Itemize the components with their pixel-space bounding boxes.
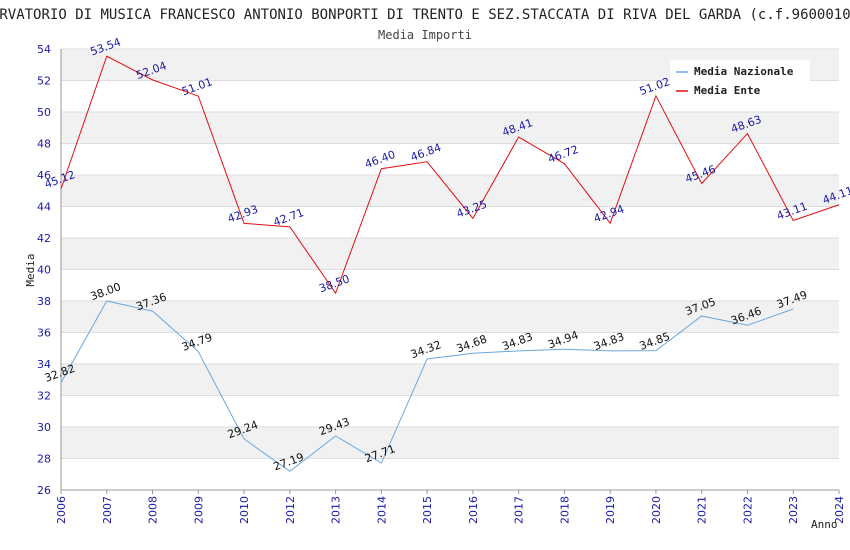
axes bbox=[60, 49, 840, 494]
y-tick-label-50: 50 bbox=[37, 106, 51, 119]
x-tick-label-2023: 2023 bbox=[787, 496, 800, 524]
x-tick-label-2009: 2009 bbox=[192, 496, 205, 524]
data-label-media-nazionale-2017: 34.83 bbox=[500, 330, 534, 353]
x-tick-label-2016: 2016 bbox=[467, 496, 480, 524]
x-tick-label-2018: 2018 bbox=[558, 496, 571, 524]
x-tick-labels: 2006 2007 2008 2009 2010 2012 2013 2014 2015 2016… bbox=[55, 496, 846, 524]
data-label-media-nazionale-2019: 34.83 bbox=[592, 330, 626, 353]
x-tick-label-2019: 2019 bbox=[604, 496, 617, 524]
grid-band-36 bbox=[61, 301, 839, 333]
y-tick-label-36: 36 bbox=[37, 327, 51, 340]
y-tick-label-30: 30 bbox=[37, 421, 51, 434]
y-axis-label: Media bbox=[24, 253, 37, 286]
y-tick-label-28: 28 bbox=[37, 453, 51, 466]
x-tick-label-2010: 2010 bbox=[238, 496, 251, 524]
x-tick-label-2007: 2007 bbox=[101, 496, 114, 524]
legend-box bbox=[670, 60, 810, 100]
x-axis-label: Anno bbox=[811, 518, 838, 531]
series-line-media-ente bbox=[60, 55, 840, 295]
x-tick-label-2012: 2012 bbox=[284, 496, 297, 524]
y-tick-label-46: 46 bbox=[37, 169, 51, 182]
y-tick-label-54: 54 bbox=[37, 43, 51, 56]
x-tick-label-2013: 2013 bbox=[330, 496, 343, 524]
grid-band-40 bbox=[61, 238, 839, 270]
x-tick-label-2006: 2006 bbox=[55, 496, 68, 524]
grid-band-48 bbox=[61, 112, 839, 144]
series-group bbox=[60, 55, 840, 472]
grid-band-32 bbox=[61, 364, 839, 396]
x-tick-label-2008: 2008 bbox=[147, 496, 160, 524]
data-label-media-nazionale-2020: 34.85 bbox=[638, 330, 672, 353]
y-tick-label-42: 42 bbox=[37, 232, 51, 245]
x-tick-label-2020: 2020 bbox=[650, 496, 663, 524]
x-tick-label-2015: 2015 bbox=[421, 496, 434, 524]
grid-band-28 bbox=[61, 427, 839, 459]
x-tick-label-2017: 2017 bbox=[513, 496, 526, 524]
y-tick-label-34: 34 bbox=[37, 358, 51, 371]
grid-lines bbox=[61, 48, 839, 491]
x-tick-label-2014: 2014 bbox=[375, 496, 388, 524]
chart-title: CONSERVATORIO DI MUSICA FRANCESCO ANTONI… bbox=[0, 7, 850, 23]
x-tick-label-2024: 2024 bbox=[833, 496, 846, 524]
y-tick-label-44: 44 bbox=[37, 201, 51, 214]
x-tick-label-2021: 2021 bbox=[696, 496, 709, 524]
legend-label-nazionale: Media Nazionale bbox=[694, 65, 794, 78]
y-tick-label-40: 40 bbox=[37, 264, 51, 277]
legend: Media Nazionale Media Ente bbox=[670, 60, 810, 100]
data-label-media-nazionale-2016: 34.68 bbox=[455, 333, 489, 356]
data-label-media-ente-2012: 42.71 bbox=[272, 206, 306, 229]
y-tick-label-52: 52 bbox=[37, 75, 51, 88]
data-label-media-nazionale-2007: 38.00 bbox=[89, 280, 123, 303]
grid-bands bbox=[61, 49, 839, 459]
y-tick-label-26: 26 bbox=[37, 484, 51, 497]
y-tick-label-48: 48 bbox=[37, 138, 51, 151]
series-line-media-nazionale bbox=[60, 300, 794, 472]
y-tick-labels: 26 28 30 32 34 36 38 40 42 44 46 48 50 52 54 bbox=[37, 43, 51, 497]
y-tick-label-32: 32 bbox=[37, 390, 51, 403]
x-tick-label-2022: 2022 bbox=[741, 496, 754, 524]
data-label-media-ente-2015: 46.84 bbox=[409, 141, 443, 164]
legend-label-ente: Media Ente bbox=[694, 84, 761, 97]
chart-subtitle: Media Importi bbox=[378, 28, 472, 42]
y-tick-label-38: 38 bbox=[37, 295, 51, 308]
